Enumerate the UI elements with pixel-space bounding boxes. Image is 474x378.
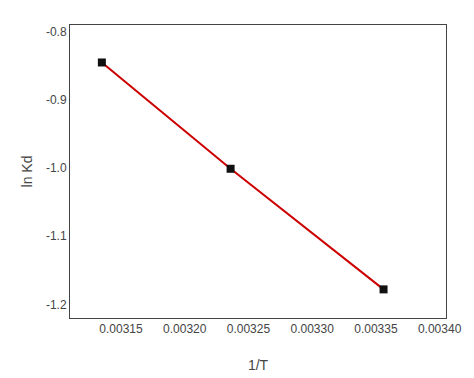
svg-text:ln Kd: ln Kd [19,156,35,188]
svg-text:0.00320: 0.00320 [163,322,207,336]
svg-text:0.00330: 0.00330 [290,322,334,336]
svg-text:-1.1: -1.1 [46,229,67,243]
svg-text:-1.2: -1.2 [46,298,67,312]
svg-text:-0.9: -0.9 [46,93,67,107]
svg-text:-0.8: -0.8 [46,25,67,39]
svg-text:0.00340: 0.00340 [418,322,462,336]
svg-text:-1.0: -1.0 [46,161,67,175]
svg-text:1/T: 1/T [248,357,269,373]
svg-text:0.00315: 0.00315 [99,322,143,336]
svg-text:0.00335: 0.00335 [354,322,398,336]
svg-text:0.00325: 0.00325 [227,322,271,336]
